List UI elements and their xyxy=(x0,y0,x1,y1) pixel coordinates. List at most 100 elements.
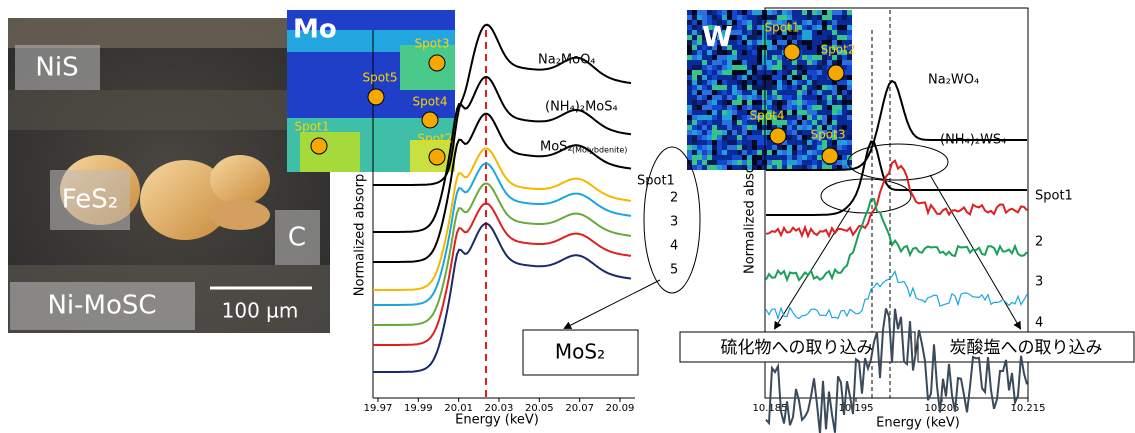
map-pixel xyxy=(687,105,692,110)
map-pixel xyxy=(687,80,692,85)
map-pixel xyxy=(742,25,747,30)
map-pixel xyxy=(792,145,797,150)
callout: 硫化物への取り込み xyxy=(721,338,874,358)
map-pixel xyxy=(722,145,727,150)
map-pixel xyxy=(752,25,757,30)
map-pixel xyxy=(847,115,852,120)
map-pixel xyxy=(797,70,802,75)
map-pixel xyxy=(732,75,737,80)
map-pixel xyxy=(747,160,752,165)
map-pixel xyxy=(737,150,742,155)
map-pixel xyxy=(727,95,732,100)
map-pixel xyxy=(822,95,827,100)
map-pixel xyxy=(772,80,777,85)
map-pixel xyxy=(822,85,827,90)
map-pixel xyxy=(737,140,742,145)
x-tick-label: 20.03 xyxy=(485,403,514,414)
map-pixel xyxy=(777,10,782,15)
map-element: Mo xyxy=(293,15,337,45)
map-pixel xyxy=(812,95,817,100)
map-pixel xyxy=(712,160,717,165)
map-pixel xyxy=(732,90,737,95)
map-pixel xyxy=(687,75,692,80)
spot-marker xyxy=(828,65,844,81)
map-pixel xyxy=(757,135,762,140)
map-pixel xyxy=(772,70,777,75)
map-pixel xyxy=(742,55,747,60)
map-pixel xyxy=(802,80,807,85)
map-pixel xyxy=(732,70,737,75)
map-pixel xyxy=(797,125,802,130)
map-pixel xyxy=(702,90,707,95)
map-pixel xyxy=(767,15,772,20)
spot-label: 2 xyxy=(1035,235,1043,250)
map-pixel xyxy=(747,40,752,45)
map-pixel xyxy=(842,110,847,115)
map-pixel xyxy=(812,50,817,55)
map-pixel xyxy=(742,85,747,90)
map-pixel xyxy=(792,60,797,65)
map-pixel xyxy=(812,25,817,30)
map-pixel xyxy=(702,60,707,65)
map-pixel xyxy=(787,95,792,100)
map-pixel xyxy=(752,50,757,55)
map-pixel xyxy=(737,80,742,85)
map-pixel xyxy=(687,130,692,135)
map-pixel xyxy=(792,115,797,120)
map-pixel xyxy=(712,80,717,85)
map-pixel xyxy=(847,10,852,15)
map-pixel xyxy=(767,145,772,150)
map-pixel xyxy=(707,150,712,155)
map-pixel xyxy=(722,150,727,155)
map-pixel xyxy=(817,110,822,115)
map-pixel xyxy=(722,95,727,100)
map-pixel xyxy=(697,110,702,115)
map-pixel xyxy=(847,30,852,35)
map-pixel xyxy=(847,105,852,110)
map-pixel xyxy=(797,160,802,165)
map-pixel xyxy=(687,90,692,95)
map-pixel xyxy=(837,145,842,150)
map-pixel xyxy=(692,110,697,115)
map-pixel xyxy=(722,160,727,165)
spot-label: 4 xyxy=(670,239,678,254)
spectrum xyxy=(766,271,1027,318)
map-pixel xyxy=(802,60,807,65)
map-pixel xyxy=(687,55,692,60)
map-pixel xyxy=(812,90,817,95)
map-pixel xyxy=(742,45,747,50)
map-pixel xyxy=(797,90,802,95)
map-pixel xyxy=(827,110,832,115)
spectrum xyxy=(766,309,1027,433)
map-pixel xyxy=(717,80,722,85)
map-pixel xyxy=(797,75,802,80)
map-pixel xyxy=(822,75,827,80)
map-pixel xyxy=(847,60,852,65)
map-pixel xyxy=(692,135,697,140)
map-pixel xyxy=(742,105,747,110)
map-pixel xyxy=(787,130,792,135)
map-pixel xyxy=(777,75,782,80)
map-pixel xyxy=(797,40,802,45)
map-pixel xyxy=(707,95,712,100)
map-pixel xyxy=(707,125,712,130)
standard-label: Na₂WO₄ xyxy=(928,73,979,88)
map-pixel xyxy=(847,125,852,130)
spot-label: 3 xyxy=(1035,275,1043,290)
spot-marker xyxy=(784,44,800,60)
map-pixel xyxy=(792,110,797,115)
map-pixel xyxy=(742,70,747,75)
map-pixel xyxy=(747,100,752,105)
map-pixel xyxy=(767,70,772,75)
map-pixel xyxy=(757,70,762,75)
map-pixel xyxy=(822,15,827,20)
map-pixel xyxy=(752,160,757,165)
map-pixel xyxy=(832,105,837,110)
map-pixel xyxy=(707,90,712,95)
map-pixel xyxy=(807,100,812,105)
map-pixel xyxy=(777,45,782,50)
map-pixel xyxy=(802,40,807,45)
map-pixel xyxy=(692,145,697,150)
map-pixel xyxy=(722,165,727,170)
map-pixel xyxy=(697,140,702,145)
